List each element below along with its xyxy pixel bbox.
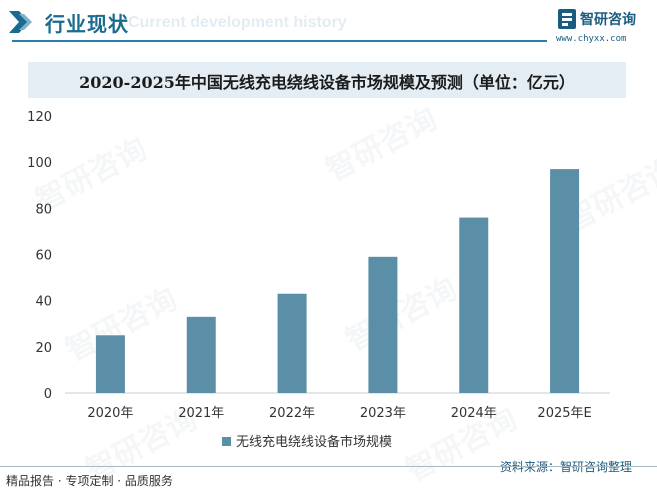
footer-divider [0,466,657,467]
data-source: 资料来源：智研咨询整理 [500,460,633,474]
bar-chart: 0 20 40 60 80 100 120 2020年 2021年 2022年 2023年 2024… [27,110,610,450]
double-chevron-icon [9,11,32,33]
page-header: Current development history 行业现状 智研咨询 ww… [0,0,657,52]
x-tick-label: 2025年E [537,406,591,421]
bar [186,316,216,393]
footer-slogan: 精品报告 · 专项定制 · 品质服务 [6,474,173,488]
bar [459,217,489,393]
page-title: 行业现状 [45,12,129,36]
bar [277,293,307,393]
y-tick-label: 100 [27,156,52,171]
x-tick-label: 2024年 [451,406,497,421]
bar [550,169,580,393]
chart-title: 2020-2025年中国无线充电绕线设备市场规模及预测（单位：亿元） [79,73,575,92]
y-tick-label: 20 [35,341,52,356]
y-tick-label: 80 [35,202,52,217]
bar-series [95,169,580,393]
y-tick-label: 40 [35,295,52,310]
header-ghost-text: Current development history [128,14,347,31]
y-tick-label: 0 [44,387,52,402]
header-divider [12,40,547,42]
brand-logo-icon [558,9,576,29]
x-tick-label: 2023年 [360,406,406,421]
x-tick-label: 2021年 [178,406,224,421]
legend-label: 无线充电绕线设备市场规模 [236,434,392,450]
brand-url: www.chyxx.com [556,34,627,44]
x-tick-label: 2020年 [87,406,133,421]
brand-name: 智研咨询 [580,12,636,28]
legend: 无线充电绕线设备市场规模 [222,434,392,450]
bar [368,256,398,393]
x-axis: 2020年 2021年 2022年 2023年 2024年 2025年E [87,406,591,421]
y-axis: 0 20 40 60 80 100 120 [27,110,52,402]
legend-swatch [222,437,231,446]
bar [95,335,125,393]
y-tick-label: 120 [27,110,52,125]
y-tick-label: 60 [35,249,52,264]
chart-title-bar: 2020-2025年中国无线充电绕线设备市场规模及预测（单位：亿元） [28,62,626,98]
x-tick-label: 2022年 [269,406,315,421]
